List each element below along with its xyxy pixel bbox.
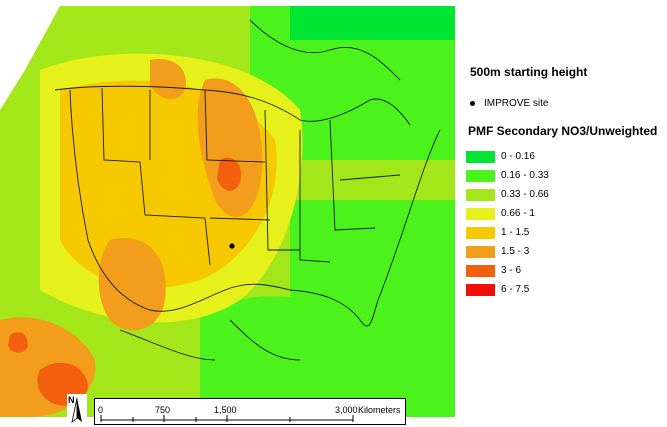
legend-swatch	[466, 207, 495, 220]
legend-swatch	[466, 245, 495, 258]
legend-item: 3 - 6	[466, 261, 549, 280]
legend-item: 0.16 - 0.33	[466, 166, 549, 185]
boundary-lines	[54, 19, 441, 361]
legend-label: 1 - 1.5	[501, 227, 530, 238]
north-arrow: N	[67, 394, 87, 427]
legend-label: 0.16 - 0.33	[501, 170, 549, 181]
north-label: N	[68, 395, 75, 405]
legend-item: 0 - 0.16	[466, 147, 549, 166]
legend-label: 6 - 7.5	[501, 284, 530, 295]
legend-item: 0.66 - 1	[466, 204, 549, 223]
legend-title: PMF Secondary NO3/Unweighted	[468, 124, 658, 138]
legend-swatch	[466, 188, 495, 201]
scale-bar-graphic	[100, 415, 354, 422]
scale-bar	[94, 398, 406, 425]
legend-label: 0 - 0.16	[501, 151, 535, 162]
legend-label: 0.66 - 1	[501, 208, 535, 219]
concentration-legend: 0 - 0.16 0.16 - 0.33 0.33 - 0.66 0.66 - …	[466, 147, 549, 299]
legend-item: 1.5 - 3	[466, 242, 549, 261]
legend-label: 3 - 6	[501, 265, 522, 276]
legend-item: 6 - 7.5	[466, 280, 549, 299]
concentration-field	[0, 6, 455, 417]
site-dot-icon	[470, 101, 475, 106]
scale-tick-label: 3,000	[335, 405, 358, 415]
concentration-map	[0, 6, 455, 417]
legend-swatch	[466, 226, 495, 239]
site-legend-label: IMPROVE site	[484, 98, 549, 109]
improve-site-marker[interactable]	[229, 243, 235, 249]
legend-swatch	[466, 283, 495, 296]
legend-label: 1.5 - 3	[501, 246, 530, 257]
scale-tick-label: 0	[98, 405, 104, 415]
scale-unit-label: Kilometers	[358, 405, 401, 415]
legend-label: 0.33 - 0.66	[501, 189, 549, 200]
map-heading: 500m starting height	[470, 65, 588, 79]
scale-tick-label: 1,500	[214, 405, 237, 415]
legend-swatch	[466, 169, 495, 182]
legend-swatch	[466, 150, 495, 163]
north-arrow-icon	[71, 397, 82, 424]
legend-item: 0.33 - 0.66	[466, 185, 549, 204]
site-legend-entry: IMPROVE site	[470, 98, 548, 109]
legend-item: 1 - 1.5	[466, 223, 549, 242]
scale-tick-label: 750	[155, 405, 171, 415]
legend-swatch	[466, 264, 495, 277]
